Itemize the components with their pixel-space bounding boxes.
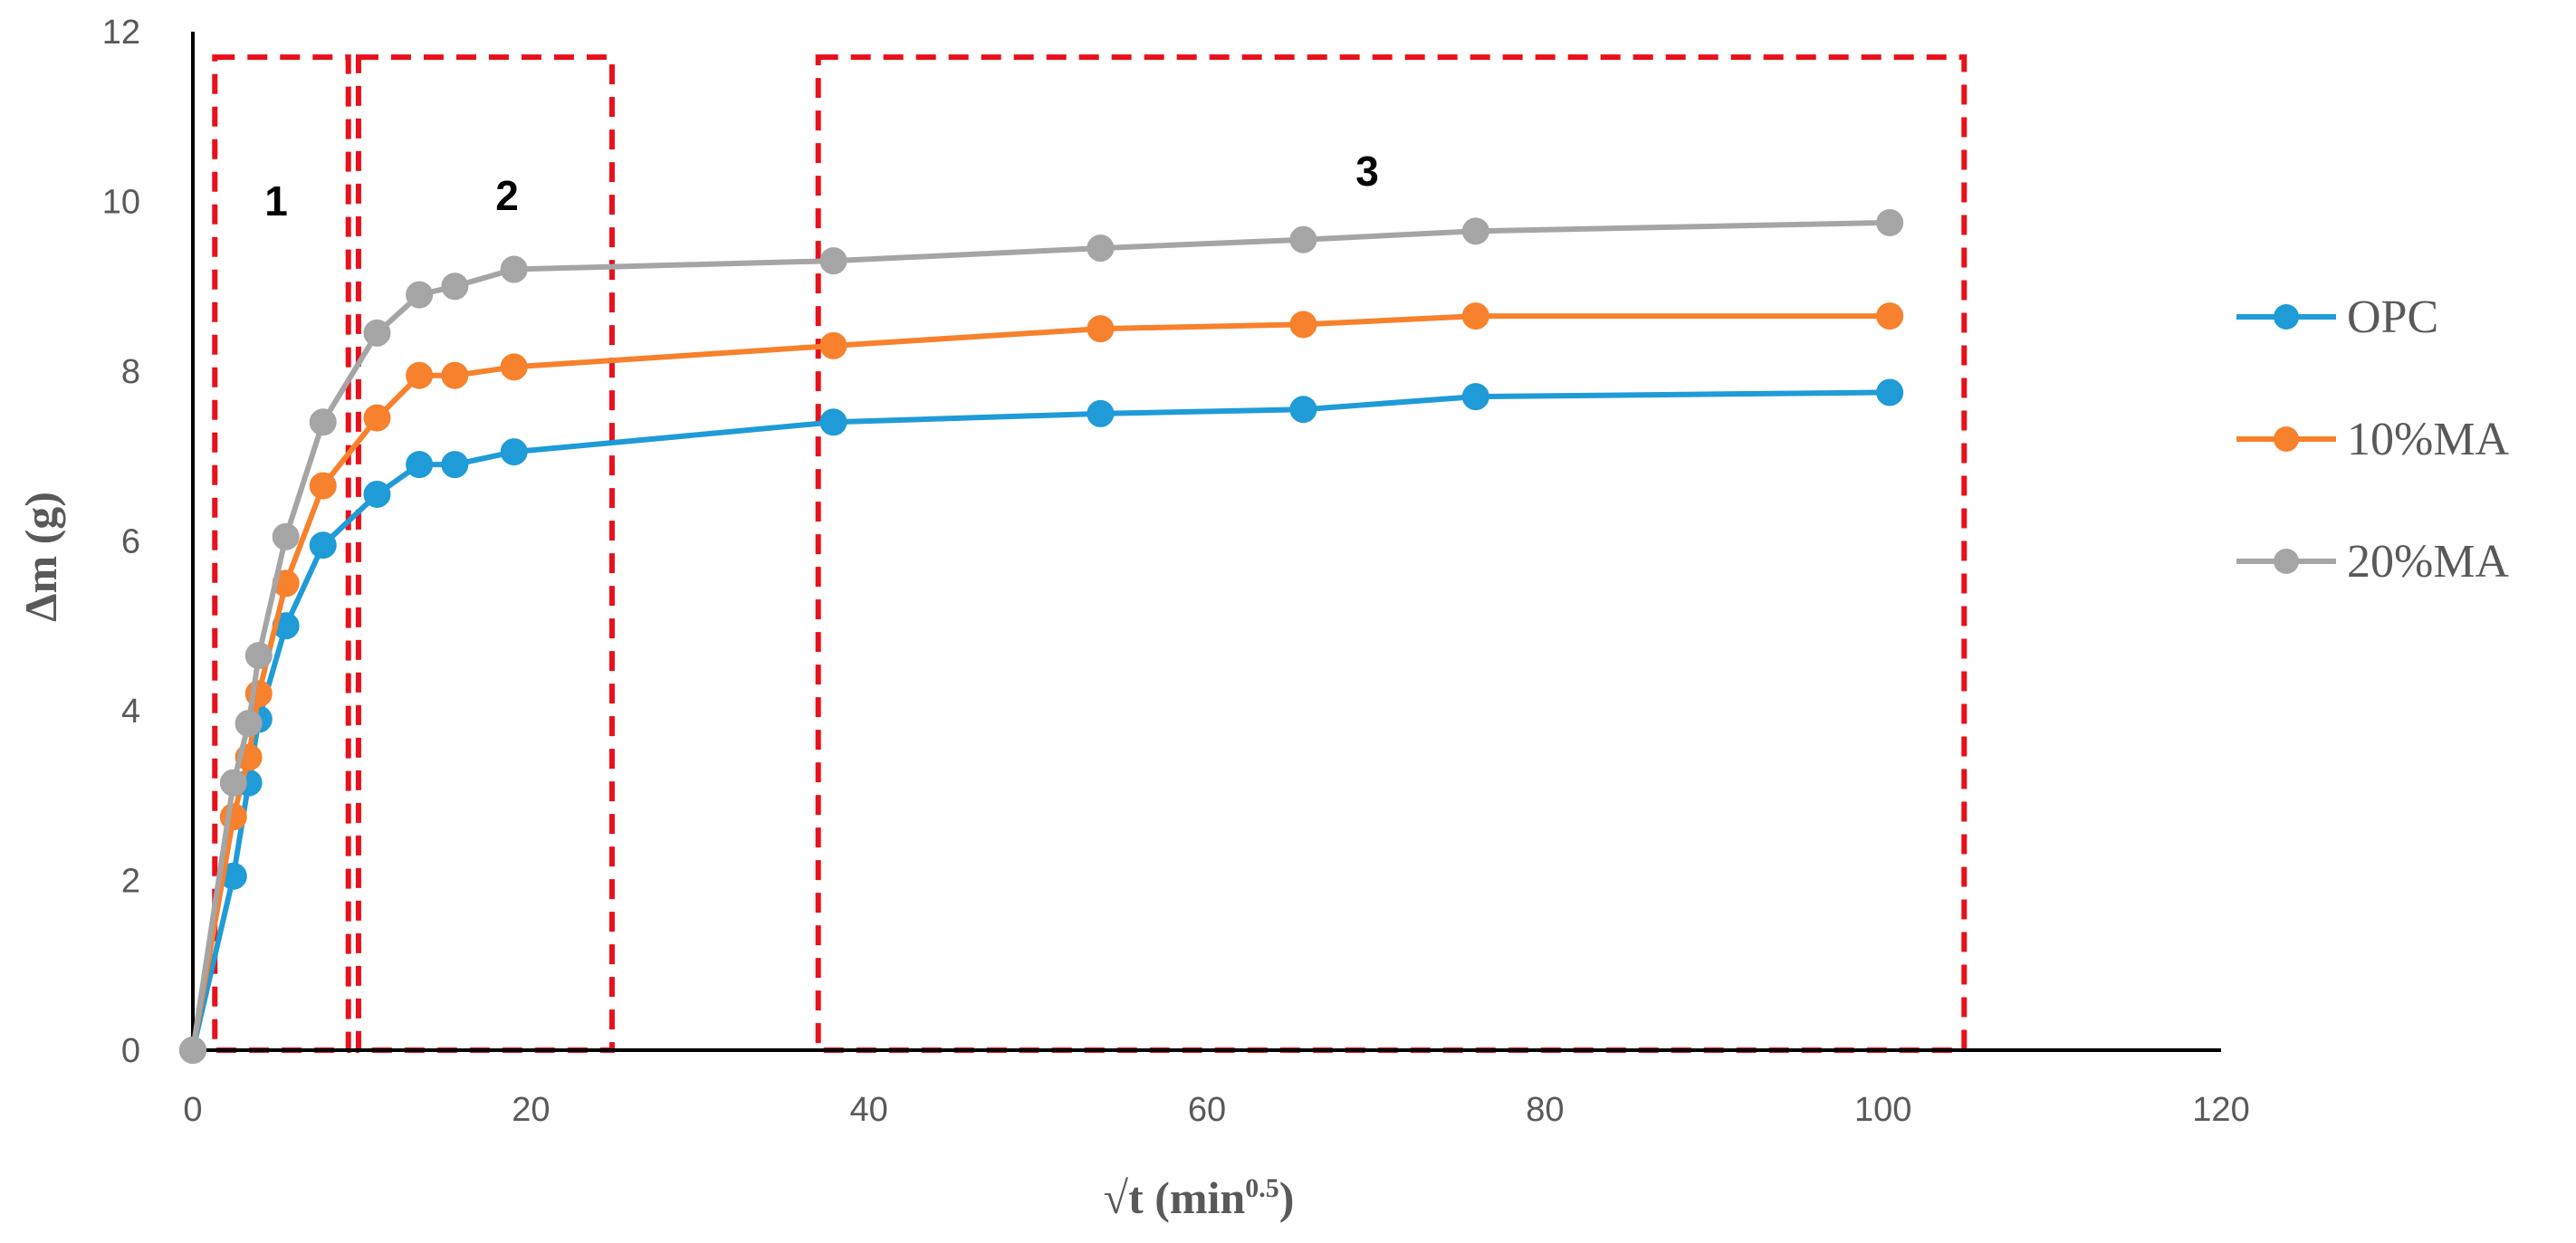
- data-point: [309, 472, 337, 500]
- legend-label: 10%MA: [2347, 414, 2510, 465]
- labels-layer: 1 2 3: [264, 148, 1379, 225]
- data-point: [219, 769, 247, 797]
- data-point: [819, 247, 847, 275]
- legend-label: 20%MA: [2347, 536, 2510, 588]
- data-point: [406, 451, 434, 479]
- data-point: [1289, 225, 1317, 253]
- region-box: [815, 54, 1968, 1053]
- series-line: [190, 219, 1891, 1051]
- legend-swatch-marker: [2274, 426, 2299, 452]
- data-point: [1289, 396, 1317, 424]
- x-tick-label: 20: [512, 1091, 550, 1129]
- legend-item: OPC: [2236, 292, 2438, 343]
- legend-swatch-marker: [2274, 549, 2299, 574]
- data-point: [819, 408, 847, 436]
- x-tick-label: 120: [2192, 1091, 2249, 1129]
- x-tick-label: 40: [850, 1091, 888, 1129]
- data-point: [441, 361, 469, 389]
- x-axis-title-superscript: 0.5: [1245, 1173, 1279, 1203]
- data-point: [1087, 399, 1115, 427]
- x-tick-label: 100: [1854, 1091, 1911, 1129]
- data-point: [1289, 311, 1317, 339]
- data-point: [500, 353, 528, 381]
- x-axis-title-main: √t (min: [1104, 1172, 1246, 1223]
- data-point: [309, 531, 337, 559]
- data-point: [272, 522, 300, 550]
- legend-label: OPC: [2347, 292, 2438, 343]
- data-point: [1461, 383, 1489, 411]
- y-tick-label: 0: [121, 1032, 140, 1070]
- data-point: [500, 438, 528, 466]
- data-point: [441, 273, 469, 301]
- data-point: [406, 361, 434, 389]
- x-axis-title-close: ): [1279, 1172, 1295, 1223]
- data-point: [179, 1037, 206, 1064]
- data-point: [1461, 302, 1489, 330]
- data-point: [1876, 208, 1904, 236]
- y-tick-label: 2: [121, 863, 140, 901]
- data-point: [406, 281, 434, 309]
- region-box: [355, 54, 615, 1053]
- data-point: [363, 480, 391, 508]
- legend-item: 20%MA: [2236, 536, 2510, 588]
- region-box: [212, 54, 351, 1053]
- y-tick-label: 8: [121, 353, 140, 391]
- y-tick-label: 6: [121, 523, 140, 561]
- regions-layer: [212, 54, 1968, 1053]
- data-point: [244, 642, 273, 670]
- data-point: [309, 408, 337, 436]
- region-label: 1: [264, 177, 288, 225]
- data-point: [1461, 217, 1489, 245]
- legend: OPC 10%MA 20%MA: [2236, 292, 2510, 588]
- data-point: [235, 710, 263, 738]
- series-line: [190, 313, 1891, 1051]
- x-tick-label: 80: [1526, 1091, 1564, 1129]
- data-point: [1876, 378, 1904, 406]
- series-layer: [179, 208, 1904, 1064]
- x-tick-label: 0: [183, 1091, 202, 1129]
- x-tick-label: 60: [1188, 1091, 1226, 1129]
- data-point: [363, 404, 391, 432]
- y-tick-label: 4: [121, 693, 140, 731]
- data-point: [1087, 315, 1115, 343]
- legend-swatch-marker: [2274, 304, 2299, 330]
- legend-item: 10%MA: [2236, 414, 2510, 465]
- data-point: [363, 319, 391, 347]
- data-point: [819, 331, 847, 359]
- region-label: 2: [495, 172, 519, 219]
- data-point: [1876, 302, 1904, 330]
- data-point: [500, 255, 528, 283]
- y-tick-label: 10: [102, 184, 140, 222]
- y-tick-label: 12: [102, 14, 140, 52]
- series-line: [190, 389, 1891, 1051]
- y-axis-title: Δm (g): [15, 492, 66, 622]
- data-point: [1087, 234, 1115, 263]
- data-point: [441, 451, 469, 479]
- x-axis-title: √t (min0.5): [1104, 1172, 1295, 1223]
- region-label: 3: [1355, 148, 1379, 195]
